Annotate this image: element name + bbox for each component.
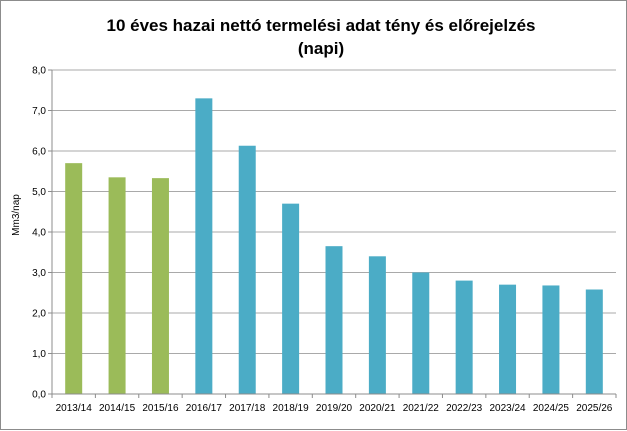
axes: [48, 69, 617, 398]
x-tick-label: 2015/16: [142, 403, 179, 414]
x-tick-label: 2020/21: [359, 403, 396, 414]
bar-2020-21: [368, 256, 386, 394]
bar-2018-19: [282, 203, 300, 394]
y-tick-label: 7,0: [32, 106, 46, 117]
y-tick-label: 5,0: [32, 187, 46, 198]
x-tick-label: 2024/25: [533, 403, 570, 414]
y-tick-label: 8,0: [32, 66, 46, 77]
tick-labels: 0,0 1,0 2,0 3,0 4,0 5,0 6,0 7,0 8,0 2013/14 2014/1…: [32, 66, 613, 415]
y-tick-label: 6,0: [32, 147, 46, 158]
bar-2022-23: [455, 280, 473, 394]
y-tick-label: 2,0: [32, 309, 46, 320]
bars: [65, 98, 603, 394]
x-tick-label: 2022/23: [446, 403, 483, 414]
bar-2014-15: [108, 177, 126, 394]
y-tick-label: 3,0: [32, 268, 46, 279]
bar-2023-24: [499, 284, 517, 394]
y-tick-label: 0,0: [32, 390, 46, 401]
x-tick-label: 2016/17: [186, 403, 223, 414]
chart-title: 10 éves hazai nettó termelési adat tény …: [107, 16, 536, 35]
bar-2024-25: [542, 285, 560, 394]
x-tick-label: 2013/14: [56, 403, 93, 414]
x-tick-label: 2018/19: [273, 403, 310, 414]
x-tick-label: 2021/22: [403, 403, 440, 414]
x-tick-label: 2017/18: [229, 403, 266, 414]
y-tick-label: 4,0: [32, 228, 46, 239]
y-axis-label: Mm3/nap: [11, 194, 22, 236]
bar-2013-14: [65, 163, 83, 394]
x-tick-label: 2023/24: [489, 403, 526, 414]
bar-2016-17: [195, 98, 213, 394]
bar-2021-22: [412, 272, 430, 394]
bar-2025-26: [585, 289, 603, 394]
bar-2019-20: [325, 246, 343, 394]
x-tick-label: 2019/20: [316, 403, 353, 414]
chart-subtitle: (napi): [298, 39, 344, 58]
x-tick-label: 2025/26: [576, 403, 613, 414]
x-tick-label: 2014/15: [99, 403, 136, 414]
bar-2015-16: [151, 178, 169, 394]
y-tick-label: 1,0: [32, 349, 46, 360]
bar-2017-18: [238, 145, 256, 394]
